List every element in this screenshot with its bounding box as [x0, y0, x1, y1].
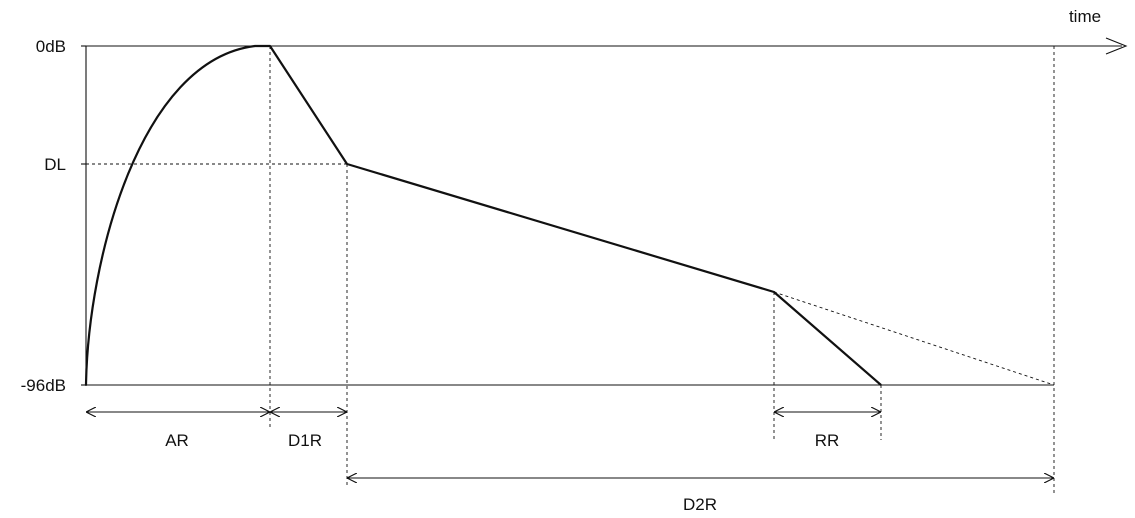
ar-label: AR [165, 431, 189, 450]
time-label: time [1069, 7, 1101, 26]
d2r-label: D2R [683, 495, 717, 514]
d2r-continuation-dashed [773, 291, 1055, 386]
envelope-curve [84, 44, 882, 386]
y-label-dl: DL [44, 155, 66, 174]
y-label-0db: 0dB [36, 37, 66, 56]
time-axis-arrowhead [1105, 37, 1128, 55]
y-label-96db: -96dB [21, 376, 66, 395]
d1r-label: D1R [288, 431, 322, 450]
rr-label: RR [815, 431, 840, 450]
